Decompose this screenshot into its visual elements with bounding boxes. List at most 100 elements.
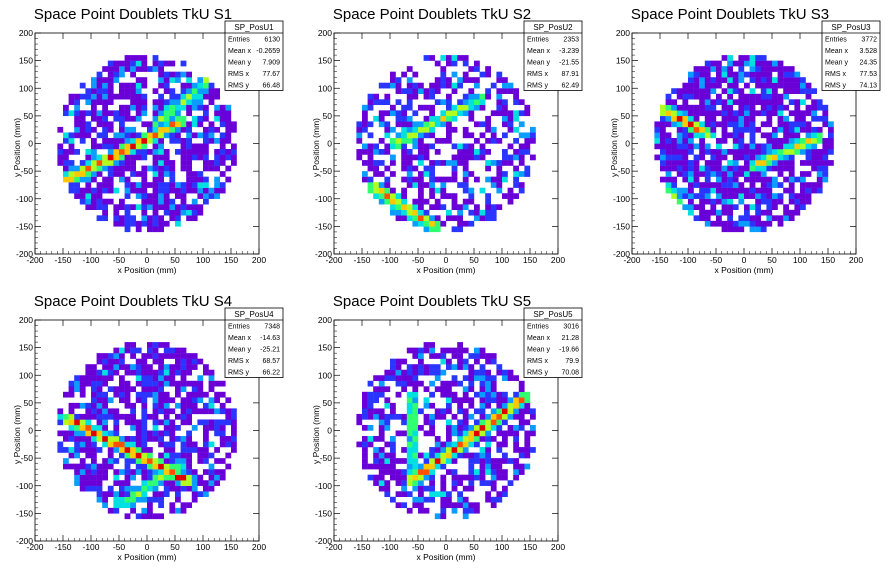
heatmap-cell [152,66,159,72]
heatmap-cell [783,132,789,139]
heatmap-cell [141,430,148,437]
heatmap-cell [130,441,136,448]
heatmap-cell [749,55,756,61]
heatmap-cell [760,82,767,89]
heatmap-cell [158,137,164,144]
heatmap-cell [468,463,475,470]
heatmap-cell [141,408,148,415]
heatmap-cell [124,364,131,370]
heatmap-cell [738,182,745,188]
heatmap-cell [772,137,778,144]
heatmap-cell [214,474,220,481]
heatmap-cell [446,419,452,426]
heatmap-cell [418,452,424,459]
heatmap-cell [107,99,114,106]
heatmap-cell [180,485,187,492]
heatmap-cell [158,99,164,106]
heatmap-cell [766,104,773,111]
heatmap-cell [423,209,430,216]
heatmap-cell [362,397,368,404]
heatmap-cell [682,110,689,117]
heatmap-cell [688,88,694,94]
heatmap-cell [152,204,159,211]
heatmap-cell [660,121,666,128]
heatmap-cell [197,204,204,211]
heatmap-cell [788,160,795,166]
heatmap-cell [783,115,789,122]
heatmap-cell [102,204,108,211]
heatmap-cell [191,209,198,216]
heatmap-cell [384,99,391,106]
stats-label: RMS x [228,358,250,365]
heatmap-cell [395,198,402,205]
heatmap-cell [175,380,181,387]
heatmap-cell [68,160,75,166]
heatmap-cell [828,137,834,144]
y-tick-label: 50 [24,111,34,121]
heatmap-cell [665,165,672,172]
heatmap-cell [485,386,491,393]
heatmap-cell [485,391,491,398]
heatmap-cell [805,182,812,188]
heatmap-cell [760,160,767,166]
heatmap-cell [384,369,391,376]
heatmap-cell [68,137,75,144]
heatmap-cell [800,198,806,205]
heatmap-cell [85,436,92,442]
heatmap-cell [180,137,187,144]
heatmap-cell [811,115,817,122]
heatmap-cell [485,137,491,144]
heatmap-cell [485,358,491,365]
heatmap-cell [805,88,812,94]
heatmap-cell [727,149,733,155]
heatmap-cell [777,193,784,199]
heatmap-cell [186,77,192,83]
heatmap-cell [766,88,773,94]
heatmap-cell [429,380,435,387]
heatmap-cell [732,165,739,172]
heatmap-cell [660,126,666,133]
heatmap-cell [91,204,97,211]
heatmap-cell [446,347,452,354]
heatmap-cell [124,469,131,475]
heatmap-cell [85,402,92,409]
heatmap-cell [507,121,514,128]
heatmap-cell [107,436,114,442]
heatmap-cell [766,220,773,227]
heatmap-cell [141,452,148,459]
heatmap-cell [440,408,447,415]
y-tick-label: -150 [315,221,332,231]
heatmap-cell [395,137,402,144]
heatmap-cell [390,408,396,415]
x-tick-label: -50 [710,255,723,265]
heatmap-cell [63,391,69,398]
heatmap-cell [390,469,396,475]
heatmap-cell [85,160,92,166]
heatmap-cell [130,369,136,376]
heatmap-cell [163,82,170,89]
heatmap-cell [682,99,689,106]
heatmap-cell [175,436,181,442]
heatmap-cell [390,77,396,83]
heatmap-cell [180,358,187,365]
x-tick-label: 200 [551,542,565,552]
heatmap-cell [479,469,486,475]
heatmap-cell [755,154,761,161]
heatmap-cell [760,154,767,161]
heatmap-cell [113,353,120,359]
heatmap-cell [113,143,120,150]
heatmap-cell [191,182,198,188]
heatmap-cell [665,99,672,106]
heatmap-cell [102,358,108,365]
heatmap-cell [418,160,424,166]
heatmap-cell [412,458,419,464]
heatmap-cell [665,93,672,100]
heatmap-cell [175,149,181,155]
heatmap-cell [513,430,519,437]
heatmap-cell [699,187,705,194]
heatmap-cell [462,447,469,453]
heatmap-cell [727,193,733,199]
heatmap-cell [191,474,198,481]
heatmap-cell [496,182,503,188]
heatmap-cell [219,380,226,387]
